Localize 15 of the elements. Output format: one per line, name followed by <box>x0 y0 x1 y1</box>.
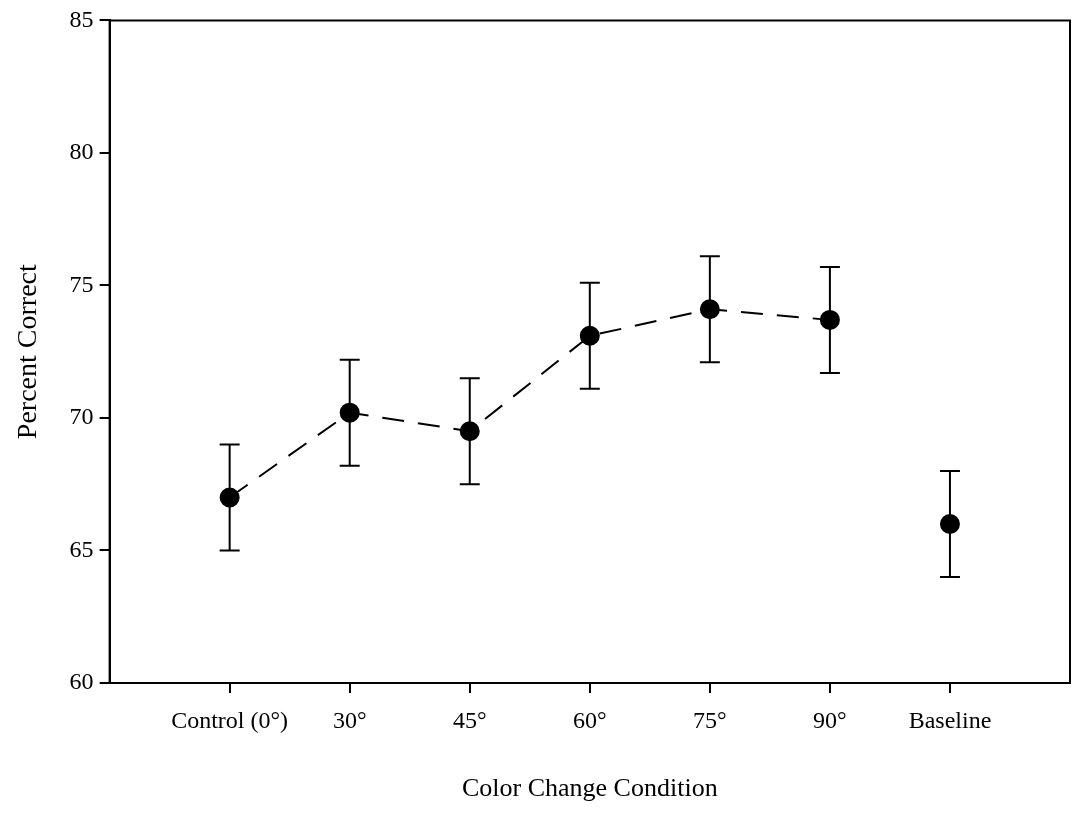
x-axis-title: Color Change Condition <box>461 773 718 803</box>
x-tick-label: Baseline <box>908 706 992 733</box>
x-tick-label: 30° <box>332 706 367 733</box>
x-tick-label: 60° <box>573 706 607 733</box>
y-tick-label: 75 <box>69 270 94 297</box>
x-tick-label: 90° <box>813 706 847 733</box>
y-tick-label: 85 <box>69 5 94 32</box>
x-tick-label: 75° <box>693 706 727 733</box>
x-tick-label: Control (0°) <box>171 706 289 733</box>
y-axis-title: Percent Correct <box>11 264 43 440</box>
y-tick-label: 60 <box>69 668 94 695</box>
y-tick-label: 80 <box>69 138 94 165</box>
y-tick-label: 65 <box>69 535 94 562</box>
y-tick-label: 70 <box>69 403 94 430</box>
x-tick-label: 45° <box>452 706 487 733</box>
